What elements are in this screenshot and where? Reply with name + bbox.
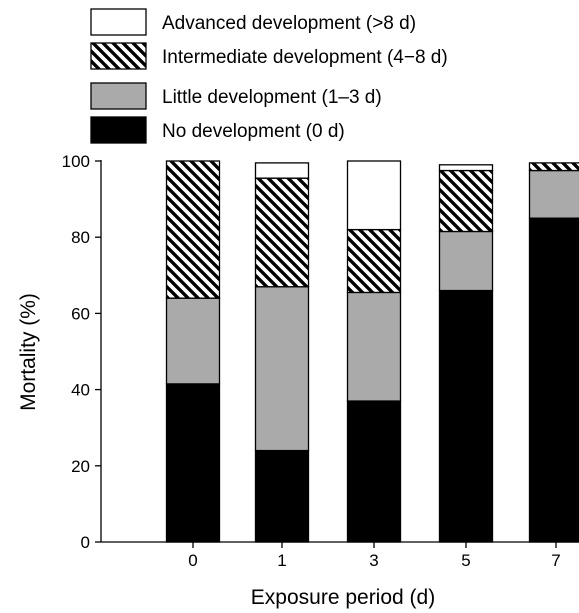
bar-segment-0-series-2 bbox=[165, 160, 221, 299]
legend-swatch-series-1 bbox=[90, 82, 147, 110]
x-axis-title: Exposure period (d) bbox=[251, 586, 435, 609]
y-axis-title: Mortality (%) bbox=[17, 293, 40, 411]
legend-label-series-1: Little development (1–3 d) bbox=[162, 87, 382, 108]
bar-segment-1-series-2 bbox=[254, 177, 310, 288]
bars bbox=[165, 160, 579, 543]
bar-segment-5-series-0 bbox=[438, 289, 494, 543]
legend-label-series-3: Advanced development (>8 d) bbox=[162, 13, 416, 34]
y-tick-label-20: 20 bbox=[71, 457, 90, 476]
bar-segment-1-series-0 bbox=[254, 449, 310, 543]
legend-swatch-series-0 bbox=[90, 116, 147, 144]
y-tick-label-100: 100 bbox=[62, 152, 90, 171]
y-tick-label-40: 40 bbox=[71, 381, 90, 400]
legend-label-series-2: Intermediate development (4−8 d) bbox=[162, 47, 448, 68]
bar-segment-7-series-1 bbox=[528, 169, 579, 219]
bar-segment-7-series-2 bbox=[528, 162, 579, 172]
x-tick-label-3: 3 bbox=[369, 551, 378, 570]
bar-segment-5-series-1 bbox=[438, 230, 494, 292]
x-tick-label-0: 0 bbox=[188, 551, 197, 570]
bar-segment-3-series-0 bbox=[346, 400, 402, 543]
y-tick-label-80: 80 bbox=[71, 228, 90, 247]
legend-label-series-0: No development (0 d) bbox=[162, 121, 345, 142]
x-tick-label-1: 1 bbox=[277, 551, 286, 570]
bar-segment-1-series-1 bbox=[254, 286, 310, 452]
bar-segment-3-series-2 bbox=[346, 228, 402, 294]
bar-segment-7-series-0 bbox=[528, 217, 579, 543]
bar-segment-1-series-3 bbox=[254, 162, 310, 179]
y-tick-label-0: 0 bbox=[81, 533, 90, 552]
legend: Advanced development (>8 d) Intermediate … bbox=[90, 8, 448, 144]
x-tick-label-5: 5 bbox=[461, 551, 470, 570]
y-tick-label-60: 60 bbox=[71, 304, 90, 323]
bar-segment-0-series-0 bbox=[165, 383, 221, 543]
bar-segment-5-series-3 bbox=[438, 164, 494, 172]
legend-swatch-series-3 bbox=[90, 8, 147, 36]
axes: 0 20 40 60 80 100 0 1 3 5 7 bbox=[62, 152, 579, 570]
x-tick-label-7: 7 bbox=[551, 551, 560, 570]
bar-segment-5-series-2 bbox=[438, 169, 494, 233]
bar-segment-0-series-1 bbox=[165, 297, 221, 385]
bar-segment-3-series-3 bbox=[346, 160, 402, 231]
bar-segment-3-series-1 bbox=[346, 291, 402, 402]
legend-swatch-series-2 bbox=[90, 42, 147, 70]
